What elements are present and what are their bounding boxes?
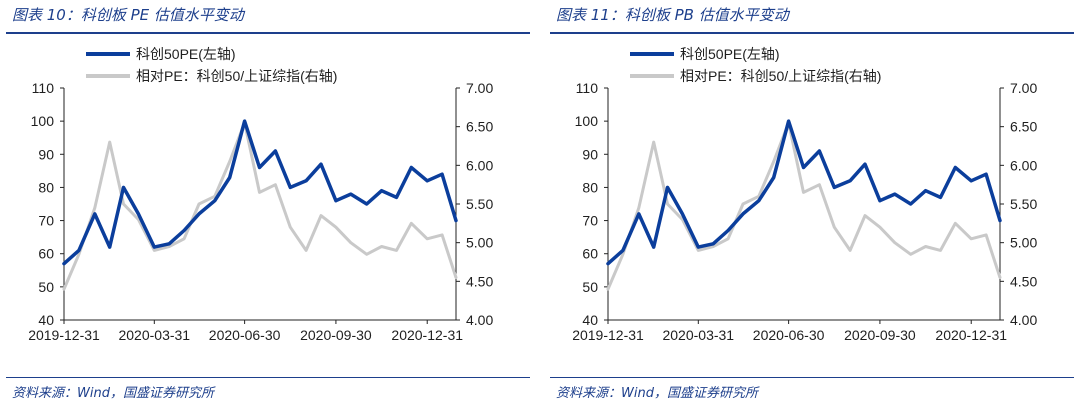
source-note: 资料来源：Wind，国盛证券研究所	[556, 386, 758, 401]
y-right-tick-label: 4.50	[1010, 273, 1037, 289]
y-right-tick-label: 7.00	[1010, 80, 1037, 96]
chart-caption: 图表 10：科创板 PE 估值水平变动	[12, 6, 244, 24]
y-right-tick-label: 4.00	[466, 312, 493, 328]
y-left-tick-label: 80	[38, 179, 54, 195]
series-line-relative-pe	[62, 121, 458, 291]
series-line-star50-pe	[62, 119, 458, 266]
y-left-tick-label: 100	[31, 113, 55, 129]
y-left-tick-label: 70	[38, 213, 54, 229]
x-tick-label: 2019-12-31	[28, 327, 100, 343]
y-left-tick-label: 40	[38, 312, 54, 328]
x-tick-label: 2020-03-31	[118, 327, 190, 343]
x-tick-label: 2020-06-30	[753, 327, 825, 343]
chart-panel-pb: 图表 11：科创板 PB 估值水平变动 40 50 60 70 80 90 100 110 4.…	[550, 0, 1078, 402]
y-right-tick-label: 4.50	[466, 273, 493, 289]
x-tick-label: 2020-09-30	[844, 327, 916, 343]
y-right-tick-label: 5.50	[466, 196, 493, 212]
caption-divider	[6, 32, 530, 34]
series-line-star50-pe	[606, 119, 1002, 266]
y-left-tick-label: 90	[38, 146, 54, 162]
x-tick-label: 2020-09-30	[300, 327, 372, 343]
source-divider	[550, 377, 1074, 378]
pe-chart: 40 50 60 70 80 90 100 110 4.00 4.50 5.00 5.50 6.00 6.…	[28, 46, 493, 343]
y-right-tick-label: 7.00	[466, 80, 493, 96]
y-left-tick-label: 80	[582, 179, 598, 195]
y-left-tick-label: 40	[582, 312, 598, 328]
chart-panel-pe: 图表 10：科创板 PE 估值水平变动 40 50 60 70 80 90 100 110 4.…	[6, 0, 534, 402]
y-right-tick-label: 5.50	[1010, 196, 1037, 212]
x-tick-label: 2019-12-31	[572, 327, 644, 343]
y-right-tick-label: 6.50	[1010, 119, 1037, 135]
legend-label-star50-pe: 科创50PE(左轴)	[136, 46, 236, 62]
y-left-tick-label: 50	[582, 279, 598, 295]
y-left-tick-label: 90	[582, 146, 598, 162]
y-right-tick-label: 5.00	[1010, 235, 1037, 251]
source-note: 资料来源：Wind，国盛证券研究所	[12, 386, 214, 401]
legend-label-star50-pe: 科创50PE(左轴)	[680, 46, 780, 62]
caption-divider	[550, 32, 1074, 34]
y-left-tick-label: 60	[38, 246, 54, 262]
pb-chart: 40 50 60 70 80 90 100 110 4.00 4.50 5.00 5.50 6.00 6.…	[572, 46, 1037, 343]
y-left-tick-label: 110	[32, 80, 55, 96]
chart-caption: 图表 11：科创板 PB 估值水平变动	[556, 6, 789, 24]
x-tick-label: 2020-03-31	[662, 327, 734, 343]
x-tick-label: 2020-12-31	[935, 327, 1007, 343]
y-left-tick-label: 100	[575, 113, 599, 129]
source-divider	[6, 377, 530, 378]
y-left-tick-label: 50	[38, 279, 54, 295]
series-line-relative-pe	[606, 121, 1002, 291]
y-left-tick-label: 60	[582, 246, 598, 262]
legend-label-relative-pe: 相对PE：科创50/上证综指(右轴)	[680, 68, 881, 84]
y-right-tick-label: 6.50	[466, 119, 493, 135]
x-tick-label: 2020-06-30	[209, 327, 281, 343]
y-right-tick-label: 6.00	[466, 157, 493, 173]
y-left-tick-label: 70	[582, 213, 598, 229]
x-tick-label: 2020-12-31	[391, 327, 463, 343]
y-right-tick-label: 6.00	[1010, 157, 1037, 173]
y-right-tick-label: 4.00	[1010, 312, 1037, 328]
y-right-tick-label: 5.00	[466, 235, 493, 251]
y-left-tick-label: 110	[576, 80, 599, 96]
legend-label-relative-pe: 相对PE：科创50/上证综指(右轴)	[136, 68, 337, 84]
